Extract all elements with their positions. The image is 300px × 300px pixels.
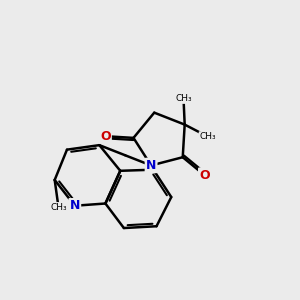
Text: N: N [146,159,156,172]
Text: N: N [70,199,80,212]
Text: O: O [199,169,210,182]
Text: O: O [100,130,111,143]
Text: CH₃: CH₃ [50,203,67,212]
Text: CH₃: CH₃ [200,132,216,141]
Text: CH₃: CH₃ [175,94,192,103]
